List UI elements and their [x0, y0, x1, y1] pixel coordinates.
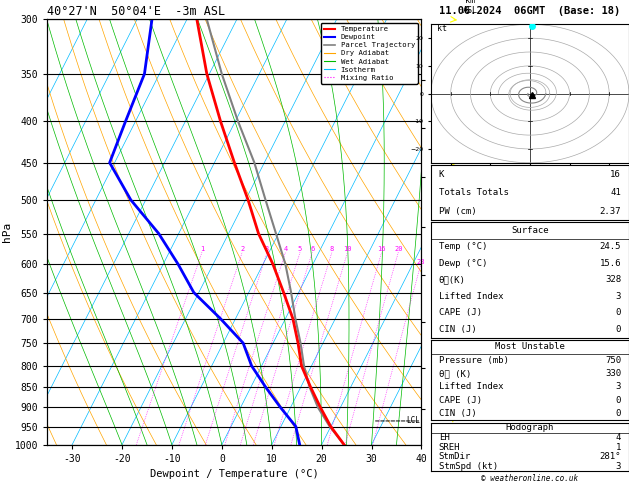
Text: 3: 3 [265, 246, 269, 252]
Text: Dewp (°C): Dewp (°C) [439, 259, 487, 268]
Text: kt: kt [437, 24, 447, 33]
Text: 0: 0 [616, 325, 621, 334]
Text: 10: 10 [343, 246, 352, 252]
X-axis label: Dewpoint / Temperature (°C): Dewpoint / Temperature (°C) [150, 469, 319, 479]
Text: LCL: LCL [406, 417, 420, 425]
Text: © weatheronline.co.uk: © weatheronline.co.uk [481, 474, 579, 483]
Text: 328: 328 [605, 276, 621, 284]
Text: 281°: 281° [599, 452, 621, 461]
Text: 24.5: 24.5 [599, 243, 621, 251]
Text: Most Unstable: Most Unstable [495, 342, 565, 351]
Text: K: K [439, 170, 444, 179]
Text: Lifted Index: Lifted Index [439, 382, 503, 392]
Y-axis label: hPa: hPa [2, 222, 12, 242]
Text: Lifted Index: Lifted Index [439, 292, 503, 301]
Text: 1: 1 [200, 246, 204, 252]
Text: SREH: SREH [439, 443, 460, 451]
Text: CIN (J): CIN (J) [439, 409, 476, 418]
Text: 28: 28 [416, 259, 425, 265]
Text: 16: 16 [377, 246, 386, 252]
Text: 40°27'N  50°04'E  -3m ASL: 40°27'N 50°04'E -3m ASL [47, 5, 225, 18]
Text: Surface: Surface [511, 226, 548, 235]
Text: PW (cm): PW (cm) [439, 207, 476, 215]
Text: 2: 2 [240, 246, 244, 252]
Text: 8: 8 [330, 246, 334, 252]
Text: CAPE (J): CAPE (J) [439, 396, 482, 405]
Text: Totals Totals: Totals Totals [439, 188, 509, 197]
Text: km
ASL: km ASL [462, 0, 477, 15]
Text: 5: 5 [298, 246, 302, 252]
Text: 3: 3 [616, 382, 621, 392]
Text: 16: 16 [610, 170, 621, 179]
Text: 0: 0 [616, 409, 621, 418]
Text: CIN (J): CIN (J) [439, 325, 476, 334]
Text: 2.37: 2.37 [599, 207, 621, 215]
Text: 1: 1 [616, 443, 621, 451]
Text: 41: 41 [610, 188, 621, 197]
Text: Temp (°C): Temp (°C) [439, 243, 487, 251]
Y-axis label: km
ASL: km ASL [439, 223, 460, 241]
Text: 750: 750 [605, 356, 621, 365]
Legend: Temperature, Dewpoint, Parcel Trajectory, Dry Adiabat, Wet Adiabat, Isotherm, Mi: Temperature, Dewpoint, Parcel Trajectory… [321, 23, 418, 84]
Text: EH: EH [439, 433, 450, 442]
Text: StmDir: StmDir [439, 452, 471, 461]
Text: 4: 4 [616, 433, 621, 442]
Text: 0: 0 [616, 309, 621, 317]
Text: 20: 20 [394, 246, 403, 252]
Text: 15.6: 15.6 [599, 259, 621, 268]
Text: 6: 6 [310, 246, 314, 252]
Text: 3: 3 [616, 462, 621, 471]
Text: 4: 4 [283, 246, 287, 252]
Text: Hodograph: Hodograph [506, 423, 554, 432]
Text: StmSpd (kt): StmSpd (kt) [439, 462, 498, 471]
Text: CAPE (J): CAPE (J) [439, 309, 482, 317]
Text: θᴇ (K): θᴇ (K) [439, 369, 471, 378]
Text: 330: 330 [605, 369, 621, 378]
Text: θᴇ(K): θᴇ(K) [439, 276, 465, 284]
Text: 11.06.2024  06GMT  (Base: 18): 11.06.2024 06GMT (Base: 18) [439, 6, 621, 16]
Text: Pressure (mb): Pressure (mb) [439, 356, 509, 365]
Text: 3: 3 [616, 292, 621, 301]
Text: 0: 0 [616, 396, 621, 405]
